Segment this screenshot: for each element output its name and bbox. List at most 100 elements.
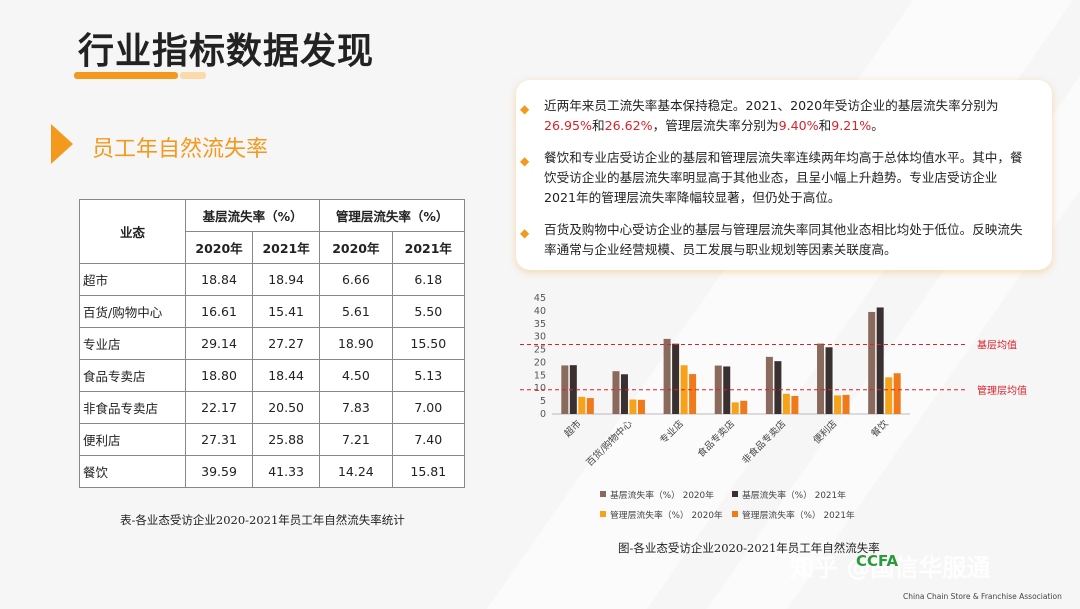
table-row: 便利店 27.31 25.88 7.21 7.40 xyxy=(79,423,466,456)
highlight-value: 9.21% xyxy=(831,118,872,133)
table-cell: 4.50 xyxy=(319,359,393,392)
y-tick-label: 0 xyxy=(540,409,546,420)
bar xyxy=(569,365,577,414)
col-header-group-frontline: 基层流失率（%） xyxy=(184,199,321,232)
bullet-text: 百货及购物中心受访企业的基层与管理层流失率同其他业态相比均处于低位。反映流失率通… xyxy=(544,222,1023,257)
x-tick-label: 专业店 xyxy=(657,418,686,447)
table-cell: 14.24 xyxy=(319,455,393,488)
col-header-year: 2020年 xyxy=(184,231,254,264)
reference-line-label: 基层均值 xyxy=(977,339,1017,352)
insight-card: ◆ 近两年来员工流失率基本保持稳定。2021、2020年受访企业的基层流失率分别… xyxy=(516,80,1052,270)
y-tick-label: 25 xyxy=(534,345,546,356)
bar xyxy=(817,343,825,414)
table-cell: 5.61 xyxy=(319,295,393,328)
bar xyxy=(740,400,748,414)
table-row: 百货/购物中心 16.61 15.41 5.61 5.50 xyxy=(79,295,466,328)
legend-swatch xyxy=(600,511,606,517)
table-cell: 6.66 xyxy=(319,263,393,296)
table-cell: 29.14 xyxy=(184,327,254,360)
bar xyxy=(629,399,637,414)
table-subheader-row: 2020年 2021年 2020年 2021年 xyxy=(80,231,466,264)
logo-subtitle: China Chain Store & Franchise Associatio… xyxy=(903,592,1062,601)
legend-swatch xyxy=(600,491,606,497)
table-cell: 7.83 xyxy=(319,391,393,424)
insight-bullet: ◆ 近两年来员工流失率基本保持稳定。2021、2020年受访企业的基层流失率分别… xyxy=(520,96,1028,136)
table-row: 专业店 29.14 27.27 18.90 15.50 xyxy=(79,327,466,360)
table-row: 食品专卖店 18.80 18.44 4.50 5.13 xyxy=(79,359,466,392)
legend-label: 管理层流失率（%） 2021年 xyxy=(742,509,855,521)
table-row: 餐饮 39.59 41.33 14.24 15.81 xyxy=(79,455,466,488)
col-header-category: 业态 xyxy=(79,199,186,264)
reference-line-label: 管理层均值 xyxy=(977,384,1027,397)
col-header-year: 2020年 xyxy=(319,231,393,264)
bar xyxy=(842,394,850,414)
table-cell: 15.81 xyxy=(391,455,466,488)
diamond-bullet-icon: ◆ xyxy=(520,226,530,240)
table-cell: 18.84 xyxy=(184,263,254,296)
y-tick-label: 40 xyxy=(534,306,546,317)
bar xyxy=(791,395,799,414)
y-tick-label: 30 xyxy=(534,332,546,343)
table-cell: 5.50 xyxy=(391,295,466,328)
bullet-text: ，管理层流失率分别为 xyxy=(652,118,779,133)
x-tick-label: 超市 xyxy=(562,417,584,439)
y-tick-label: 5 xyxy=(540,396,546,407)
table-row: 超市 18.84 18.94 6.66 6.18 xyxy=(79,263,466,296)
table-cell: 15.50 xyxy=(391,327,466,360)
table-caption: 表-各业态受访企业2020-2021年员工年自然流失率统计 xyxy=(120,513,405,527)
table-cell: 41.33 xyxy=(252,455,321,488)
bullet-text: 。 xyxy=(871,118,884,133)
bar xyxy=(885,377,893,414)
table-cell: 16.61 xyxy=(184,295,254,328)
bar xyxy=(893,373,901,414)
x-tick-label: 餐饮 xyxy=(869,417,891,439)
title-underline xyxy=(74,72,178,79)
y-tick-label: 45 xyxy=(534,293,546,304)
highlight-value: 26.95% xyxy=(544,118,593,133)
table-cell: 20.50 xyxy=(252,391,321,424)
legend-label: 基层流失率（%） 2020年 xyxy=(610,489,714,501)
y-tick-label: 20 xyxy=(534,357,546,368)
bar xyxy=(672,343,680,414)
bar xyxy=(620,374,628,414)
table-cell: 25.88 xyxy=(252,423,321,456)
legend-swatch xyxy=(732,491,738,497)
table-cell: 27.27 xyxy=(252,327,321,360)
bar xyxy=(876,307,884,414)
y-tick-label: 15 xyxy=(534,370,546,381)
table-cell: 18.94 xyxy=(252,263,321,296)
table-cell: 18.80 xyxy=(184,359,254,392)
insight-bullet: ◆ 餐饮和专业店受访企业的基层和管理层流失率连续两年均高于总体均值水平。其中，餐… xyxy=(520,148,1028,208)
col-header-year: 2021年 xyxy=(252,231,321,264)
row-category: 食品专卖店 xyxy=(79,359,186,392)
bar xyxy=(774,361,782,414)
chart-caption: 图-各业态受访企业2020-2021年员工年自然流失率 xyxy=(618,541,880,555)
col-header-group-management: 管理层流失率（%） xyxy=(319,199,465,232)
y-tick-label: 35 xyxy=(534,319,546,330)
table-cell: 18.44 xyxy=(252,359,321,392)
row-category: 非食品专卖店 xyxy=(79,391,186,424)
bullet-text: 和 xyxy=(818,118,832,133)
diamond-bullet-icon: ◆ xyxy=(520,154,530,168)
bar xyxy=(586,398,594,414)
x-tick-label: 便利店 xyxy=(811,418,840,447)
x-tick-label: 百货/购物中心 xyxy=(584,417,635,468)
highlight-value: 26.62% xyxy=(604,118,653,133)
table-cell: 39.59 xyxy=(184,455,254,488)
bar xyxy=(689,374,697,414)
table-cell: 7.40 xyxy=(391,423,466,456)
x-tick-label: 食品专卖店 xyxy=(695,418,737,460)
table-row: 非食品专卖店 22.17 20.50 7.83 7.00 xyxy=(79,391,466,424)
bar xyxy=(825,347,833,414)
table-cell: 15.41 xyxy=(252,295,321,328)
table-cell: 22.17 xyxy=(184,391,254,424)
row-category: 百货/购物中心 xyxy=(79,295,186,328)
col-header-year: 2021年 xyxy=(391,231,466,264)
bar xyxy=(834,395,842,414)
table-cell: 27.31 xyxy=(184,423,254,456)
legend-swatch xyxy=(732,511,738,517)
bar xyxy=(637,399,645,414)
bar xyxy=(578,396,586,414)
row-category: 便利店 xyxy=(79,423,186,456)
